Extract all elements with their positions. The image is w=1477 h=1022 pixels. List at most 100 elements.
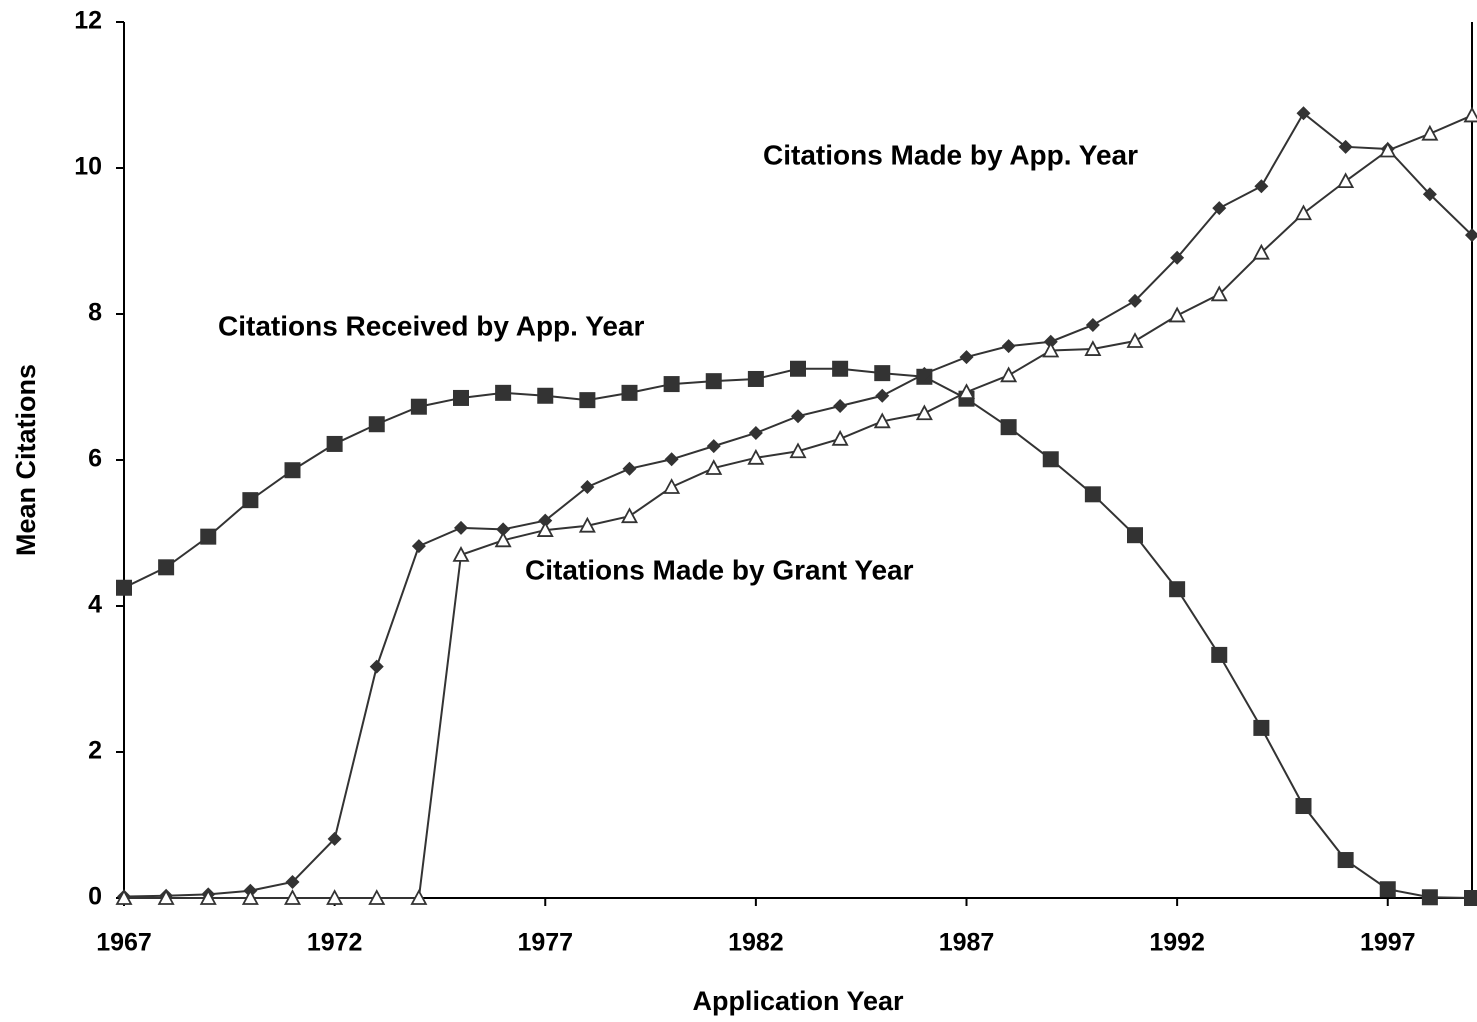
marker [747, 448, 765, 465]
marker [1084, 486, 1101, 503]
x-tick-label: 1997 [1360, 929, 1416, 957]
marker [621, 384, 638, 401]
marker [705, 373, 722, 390]
marker [1421, 124, 1439, 141]
marker [157, 889, 175, 905]
series-label: Citations Made by Grant Year [525, 554, 914, 585]
marker [158, 559, 175, 576]
marker [578, 516, 596, 533]
marker [875, 388, 890, 403]
marker [789, 442, 807, 459]
marker [284, 462, 301, 479]
marker [833, 398, 848, 413]
marker [368, 416, 385, 433]
marker [1127, 527, 1143, 544]
marker [494, 531, 512, 548]
marker [536, 521, 554, 537]
marker [1001, 339, 1016, 354]
y-tick-label: 8 [88, 299, 102, 327]
marker [326, 889, 344, 905]
marker [1422, 187, 1437, 202]
marker [495, 384, 512, 401]
x-tick-label: 1967 [96, 929, 152, 957]
marker [917, 366, 932, 381]
marker [1252, 243, 1270, 260]
marker [663, 376, 680, 393]
marker [915, 404, 933, 421]
marker [368, 889, 386, 905]
x-axis-title: Application Year [692, 986, 904, 1016]
x-tick-label: 1987 [939, 929, 995, 957]
marker [1000, 419, 1017, 436]
marker [410, 398, 427, 415]
marker [199, 889, 217, 905]
y-axis-title: Mean Citations [11, 364, 41, 556]
marker [283, 889, 302, 905]
marker [1465, 228, 1477, 243]
marker [1169, 581, 1186, 598]
marker [241, 889, 259, 905]
marker [873, 412, 891, 429]
marker [538, 513, 553, 528]
marker [411, 539, 426, 554]
marker [369, 659, 384, 674]
marker [706, 439, 721, 454]
marker [285, 874, 300, 889]
marker [453, 389, 469, 406]
marker [326, 435, 343, 452]
marker [579, 392, 596, 409]
marker [622, 461, 637, 476]
marker [1128, 293, 1142, 308]
marker [748, 425, 763, 440]
marker [242, 492, 259, 509]
marker [1042, 451, 1059, 468]
marker [664, 452, 679, 467]
marker [580, 480, 595, 495]
marker [959, 350, 974, 365]
marker [454, 520, 468, 535]
marker [1295, 798, 1312, 815]
marker [200, 528, 217, 545]
marker [1170, 250, 1185, 265]
marker [1294, 204, 1313, 221]
marker [1337, 172, 1355, 189]
marker [1464, 890, 1477, 906]
marker [496, 522, 511, 537]
marker [327, 831, 342, 846]
marker [1296, 106, 1311, 121]
series-line [123, 111, 1473, 898]
marker [1000, 366, 1018, 383]
marker [1463, 106, 1477, 123]
x-tick-label: 1992 [1149, 929, 1205, 957]
marker [1042, 341, 1060, 358]
marker [1212, 201, 1227, 216]
marker [1253, 719, 1270, 736]
marker [1337, 852, 1354, 869]
marker [116, 579, 132, 596]
marker [874, 365, 891, 382]
marker [1211, 646, 1228, 663]
marker [1421, 889, 1438, 906]
x-tick-label: 1977 [517, 929, 573, 957]
marker [620, 507, 639, 524]
marker [410, 889, 428, 905]
marker [747, 370, 764, 387]
marker [1379, 141, 1397, 158]
y-tick-label: 0 [88, 883, 102, 911]
series-label: Citations Received by App. Year [218, 310, 644, 341]
y-tick-label: 4 [88, 591, 102, 619]
marker [1210, 285, 1228, 302]
marker [1254, 179, 1269, 194]
marker [790, 360, 806, 377]
x-tick-label: 1982 [728, 929, 784, 957]
series-line [124, 114, 1473, 899]
marker [791, 409, 805, 424]
series-label: Citations Made by App. Year [763, 139, 1138, 170]
marker [1126, 332, 1144, 348]
marker [831, 429, 849, 446]
y-tick-label: 12 [74, 7, 102, 35]
marker [832, 360, 849, 377]
marker [705, 459, 723, 475]
marker [1084, 340, 1102, 356]
